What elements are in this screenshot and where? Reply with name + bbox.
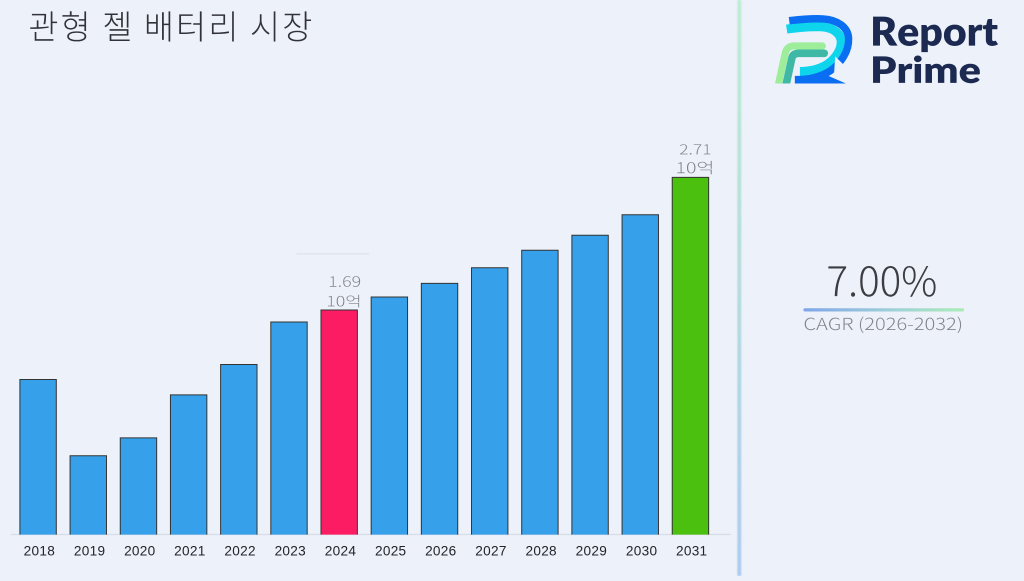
svg-text:2021: 2021 xyxy=(174,544,205,559)
svg-text:2022: 2022 xyxy=(224,544,255,559)
svg-text:2024: 2024 xyxy=(325,544,357,559)
svg-text:2029: 2029 xyxy=(576,544,607,559)
svg-text:2020: 2020 xyxy=(124,544,156,559)
svg-text:2027: 2027 xyxy=(475,544,506,559)
svg-text:2026: 2026 xyxy=(425,544,456,559)
svg-text:2028: 2028 xyxy=(525,544,556,559)
svg-text:2023: 2023 xyxy=(275,544,306,559)
svg-text:2030: 2030 xyxy=(626,544,658,559)
svg-text:2018: 2018 xyxy=(24,544,55,559)
svg-text:2031: 2031 xyxy=(676,544,707,559)
svg-text:2019: 2019 xyxy=(74,544,105,559)
svg-text:2025: 2025 xyxy=(375,544,406,559)
